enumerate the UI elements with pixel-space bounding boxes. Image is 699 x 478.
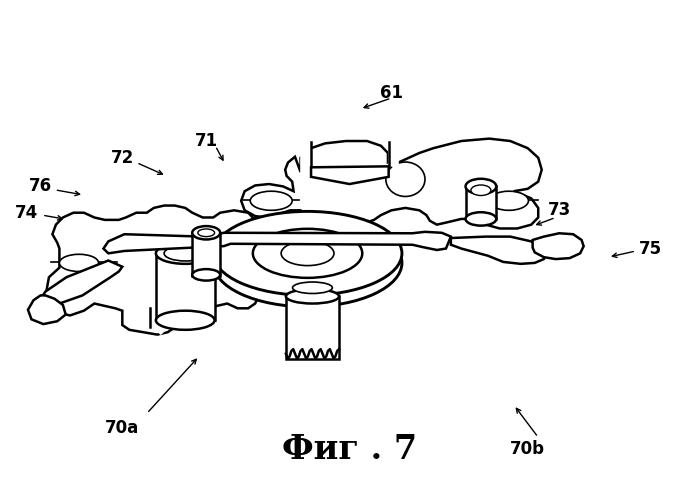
Ellipse shape (59, 254, 99, 272)
Ellipse shape (489, 191, 528, 210)
Ellipse shape (164, 246, 206, 261)
Polygon shape (533, 233, 584, 259)
Ellipse shape (213, 219, 402, 307)
Polygon shape (45, 206, 259, 335)
Ellipse shape (253, 229, 362, 278)
Ellipse shape (192, 226, 220, 239)
Ellipse shape (156, 243, 215, 264)
Ellipse shape (192, 269, 220, 281)
Polygon shape (389, 142, 398, 172)
Ellipse shape (471, 185, 491, 196)
Ellipse shape (213, 211, 402, 295)
Text: 61: 61 (380, 84, 403, 102)
Polygon shape (311, 166, 389, 184)
Ellipse shape (198, 229, 215, 237)
Ellipse shape (286, 289, 339, 304)
Polygon shape (150, 308, 171, 335)
Polygon shape (466, 186, 496, 219)
Polygon shape (103, 232, 451, 253)
Polygon shape (28, 295, 66, 324)
Ellipse shape (250, 191, 292, 210)
Text: 75: 75 (638, 239, 662, 258)
Polygon shape (301, 142, 311, 173)
Text: Фиг . 7: Фиг . 7 (282, 433, 417, 466)
Ellipse shape (293, 282, 333, 293)
Polygon shape (156, 253, 215, 320)
Text: 73: 73 (547, 201, 571, 219)
Ellipse shape (386, 162, 425, 196)
Ellipse shape (281, 241, 334, 266)
Text: 72: 72 (110, 149, 134, 167)
Text: 70b: 70b (510, 440, 545, 458)
Text: 74: 74 (15, 204, 38, 222)
Text: 70a: 70a (106, 419, 139, 437)
Polygon shape (286, 296, 339, 358)
Polygon shape (192, 233, 220, 276)
Ellipse shape (466, 179, 496, 194)
Polygon shape (241, 139, 542, 228)
Polygon shape (451, 237, 547, 264)
Ellipse shape (466, 212, 496, 226)
Ellipse shape (214, 255, 245, 271)
Text: 76: 76 (29, 177, 52, 196)
Ellipse shape (156, 311, 215, 330)
Text: 71: 71 (194, 132, 218, 150)
Polygon shape (41, 261, 122, 306)
